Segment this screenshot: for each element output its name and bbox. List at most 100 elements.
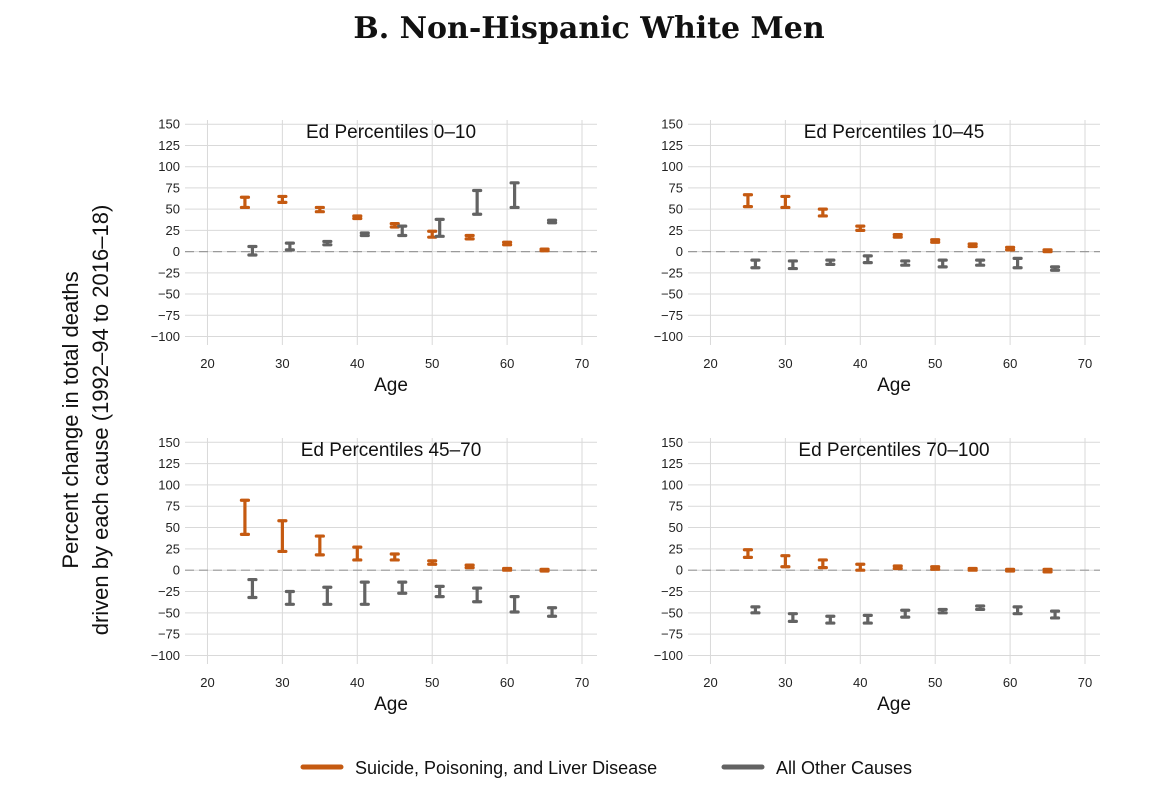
y-tick-label: 0 [173, 244, 180, 259]
error-bar [397, 580, 408, 595]
y-tick-label: 100 [661, 477, 683, 492]
y-tick-label: 125 [661, 138, 683, 153]
y-tick-label: −50 [158, 287, 180, 302]
y-tick-label: −100 [151, 648, 180, 663]
y-tick-label: 75 [669, 180, 683, 195]
panel-title: Ed Percentiles 10–45 [804, 122, 985, 143]
error-bar [900, 259, 911, 267]
error-bar [900, 608, 911, 619]
error-bar [975, 604, 986, 612]
y-tick-label: −25 [158, 265, 180, 280]
error-bar [389, 221, 400, 229]
y-tick-label: 50 [669, 520, 683, 535]
error-bar [239, 195, 251, 210]
error-bar [539, 247, 550, 253]
error-bar [1012, 256, 1023, 270]
x-tick-label: 20 [200, 356, 214, 371]
x-tick-label: 40 [853, 675, 867, 690]
error-bar [472, 586, 483, 604]
x-tick-label: 40 [853, 356, 867, 371]
panel-title: Ed Percentiles 0–10 [306, 122, 476, 143]
error-bar [1005, 567, 1016, 573]
x-tick-label: 50 [425, 356, 439, 371]
error-bar [817, 207, 828, 218]
error-bar [892, 233, 903, 239]
x-tick-label: 60 [1003, 675, 1017, 690]
y-tick-label: 150 [661, 117, 683, 132]
series-suicide-poisoning-liver [239, 498, 550, 573]
series-all-other-causes [750, 254, 1061, 272]
x-axis-label: Age [877, 694, 911, 715]
error-bar [472, 188, 483, 216]
y-tick-label: 75 [669, 499, 683, 514]
error-bar [539, 567, 550, 573]
panel-3: 150 125 100 75 50 25 0 −25 −50 −75 −100 20 30 40 50 60 7… [151, 435, 597, 715]
error-bar [502, 240, 513, 247]
x-tick-label: 20 [703, 356, 717, 371]
x-tick-label: 70 [575, 356, 589, 371]
x-axis-label: Age [374, 375, 408, 396]
error-bar [787, 612, 798, 623]
error-bar [780, 194, 791, 210]
error-bar [825, 258, 836, 266]
x-tick-label: 20 [200, 675, 214, 690]
error-bar [277, 519, 288, 554]
error-bar [359, 580, 370, 606]
y-tick-label: 125 [158, 138, 180, 153]
x-tick-label: 30 [275, 356, 289, 371]
y-tick-label: −75 [158, 308, 180, 323]
y-tick-label: −100 [654, 329, 683, 344]
error-bar [1049, 609, 1061, 620]
error-bar [937, 258, 948, 269]
error-bar [750, 258, 761, 270]
y-tick-label: −75 [158, 627, 180, 642]
error-bar [284, 241, 295, 252]
error-bar [464, 563, 475, 570]
error-bar [825, 614, 836, 625]
error-bar [862, 613, 873, 625]
error-bar [742, 193, 754, 209]
error-bar [780, 554, 791, 569]
x-tick-label: 20 [703, 675, 717, 690]
series-suicide-poisoning-liver [239, 194, 550, 253]
y-tick-label: 50 [166, 202, 180, 217]
x-tick-label: 50 [425, 675, 439, 690]
panels: 150 125 100 75 50 25 0 −25 −50 −75 −100 20 30 40 50 60 7… [151, 117, 1100, 715]
error-bar [464, 233, 475, 241]
y-tick-label: −50 [661, 605, 683, 620]
error-bar [284, 589, 295, 606]
x-tick-label: 50 [928, 356, 942, 371]
error-bar [502, 566, 513, 572]
error-bar [277, 194, 288, 204]
y-tick-label: −25 [661, 584, 683, 599]
error-bar [247, 577, 258, 600]
y-tick-label: 150 [661, 435, 683, 450]
y-tick-label: 50 [669, 202, 683, 217]
error-bar [352, 545, 363, 562]
y-tick-label: 25 [669, 223, 683, 238]
error-bar [1042, 567, 1053, 574]
error-bar [397, 224, 408, 238]
x-tick-label: 40 [350, 675, 364, 690]
error-bar [434, 217, 445, 238]
error-bar [322, 239, 333, 247]
y-tick-label: −25 [661, 265, 683, 280]
series-all-other-causes [247, 181, 558, 257]
panel-title: Ed Percentiles 45–70 [301, 440, 482, 461]
x-tick-label: 70 [1078, 356, 1092, 371]
x-tick-label: 60 [500, 675, 514, 690]
error-bar [1049, 265, 1061, 272]
error-bar [509, 181, 520, 210]
panel-1: 150 125 100 75 50 25 0 −25 −50 −75 −100 20 30 40 50 60 7… [151, 117, 597, 396]
series-all-other-causes [247, 577, 558, 618]
y-axis-label: Percent change in total deaths driven by… [58, 205, 113, 636]
x-tick-label: 30 [778, 675, 792, 690]
error-bar [855, 224, 866, 232]
y-tick-label: 150 [158, 117, 180, 132]
legend-label-other: All Other Causes [776, 758, 912, 778]
error-bar [930, 565, 941, 571]
error-bar [742, 548, 754, 559]
series-all-other-causes [750, 604, 1061, 625]
error-bar [509, 595, 520, 614]
error-bar [427, 559, 438, 566]
